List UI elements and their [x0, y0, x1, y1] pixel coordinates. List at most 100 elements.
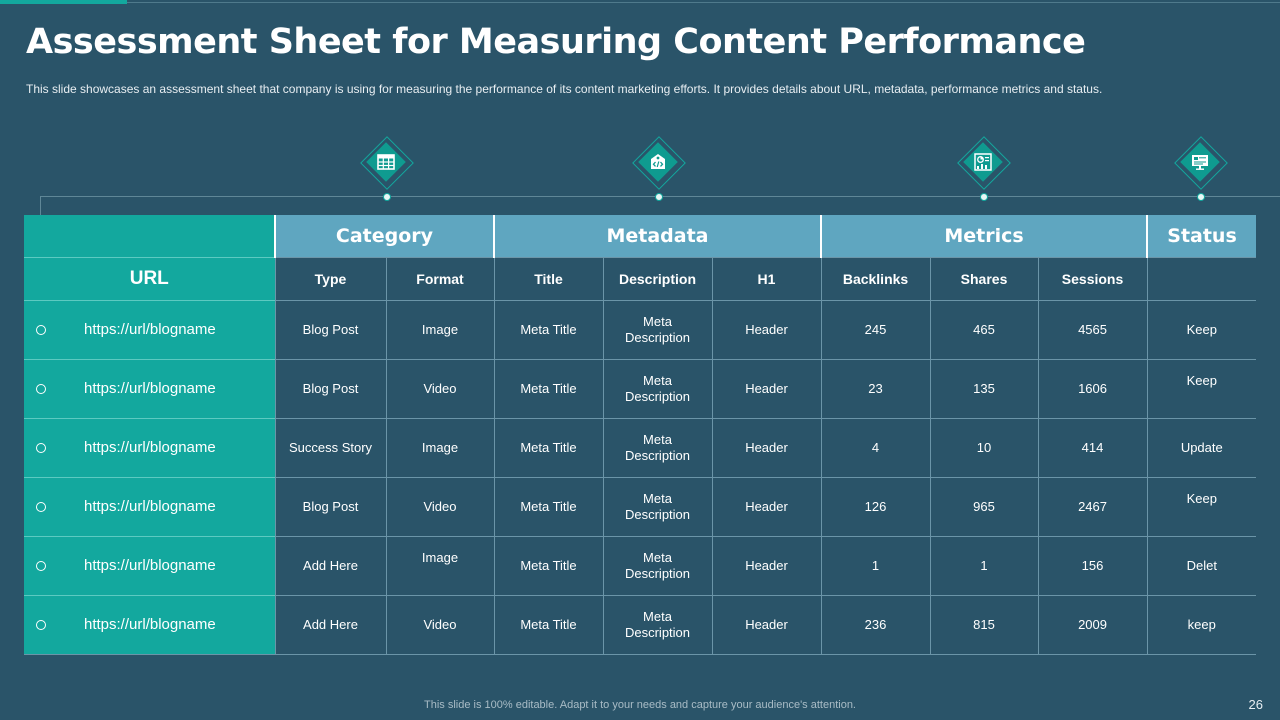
- row-bullet-icon: [36, 384, 46, 394]
- footer-note: This slide is 100% editable. Adapt it to…: [424, 699, 856, 711]
- status-column-header: [1146, 257, 1257, 301]
- format-cell: Image: [385, 300, 494, 360]
- timeline-dot: [655, 193, 663, 201]
- row-bullet-icon: [36, 561, 46, 571]
- spreadsheet-icon: [377, 154, 395, 170]
- format-cell: Video: [385, 359, 494, 419]
- url-cell: https://url/blogname: [24, 359, 275, 419]
- status-cell: Keep: [1146, 359, 1257, 419]
- page-subtitle: This slide showcases an assessment sheet…: [26, 82, 1103, 96]
- table-row: https://url/blogname Success Story Image…: [24, 418, 1257, 478]
- backlinks-cell: 4: [820, 418, 931, 478]
- table-row: https://url/blogname Blog Post Video Met…: [24, 477, 1257, 537]
- title-cell: Meta Title: [493, 300, 603, 360]
- table-row: https://url/blogname Blog Post Image Met…: [24, 300, 1257, 360]
- sessions-column-header: Sessions: [1037, 257, 1148, 301]
- row-bullet-icon: [36, 443, 46, 453]
- status-cell: keep: [1146, 595, 1257, 655]
- code-tag-icon: [651, 154, 665, 169]
- backlinks-cell: 236: [820, 595, 931, 655]
- table-row: https://url/blogname Add Here Video Meta…: [24, 595, 1257, 655]
- sessions-cell: 4565: [1037, 300, 1148, 360]
- status-icon-marker: [1174, 136, 1228, 201]
- h1-cell: Header: [711, 359, 822, 419]
- url-cell: https://url/blogname: [24, 595, 275, 655]
- h1-cell: Header: [711, 595, 822, 655]
- description-column-header: Description: [602, 257, 712, 301]
- title-cell: Meta Title: [493, 536, 603, 596]
- sessions-cell: 2467: [1037, 477, 1148, 537]
- url-cell: https://url/blogname: [24, 536, 275, 596]
- top-divider-line: [127, 2, 1280, 3]
- row-bullet-icon: [36, 620, 46, 630]
- type-cell: Blog Post: [274, 477, 386, 537]
- sessions-cell: 156: [1037, 536, 1148, 596]
- description-cell: Meta Description: [602, 536, 712, 596]
- metrics-icon-marker: [957, 136, 1011, 201]
- description-cell: Meta Description: [602, 300, 712, 360]
- h1-column-header: H1: [711, 257, 822, 301]
- format-cell: Image: [385, 418, 494, 478]
- shares-cell: 10: [929, 418, 1039, 478]
- shares-cell: 135: [929, 359, 1039, 419]
- type-cell: Success Story: [274, 418, 386, 478]
- category-group-header: Category: [274, 215, 494, 258]
- metadata-group-header: Metadata: [492, 215, 822, 258]
- url-cell: https://url/blogname: [24, 477, 275, 537]
- format-column-header: Format: [385, 257, 494, 301]
- page-title: Assessment Sheet for Measuring Content P…: [26, 22, 1086, 62]
- title-cell: Meta Title: [493, 477, 603, 537]
- url-text: https://url/blogname: [84, 557, 216, 574]
- shares-cell: 965: [929, 477, 1039, 537]
- url-text: https://url/blogname: [84, 616, 216, 633]
- format-cell: Image: [385, 536, 494, 596]
- url-text: https://url/blogname: [84, 321, 216, 338]
- top-accent-bar: [0, 0, 127, 4]
- format-cell: Video: [385, 595, 494, 655]
- title-cell: Meta Title: [493, 418, 603, 478]
- title-cell: Meta Title: [493, 359, 603, 419]
- url-column-header: URL: [24, 257, 275, 301]
- assessment-table: Category Metadata Metrics Status URL Typ…: [24, 215, 1257, 655]
- h1-cell: Header: [711, 536, 822, 596]
- type-cell: Blog Post: [274, 359, 386, 419]
- timeline-dot: [980, 193, 988, 201]
- table-row: https://url/blogname Blog Post Video Met…: [24, 359, 1257, 419]
- h1-cell: Header: [711, 477, 822, 537]
- timeline-dot: [383, 193, 391, 201]
- backlinks-cell: 1: [820, 536, 931, 596]
- shares-cell: 1: [929, 536, 1039, 596]
- timeline-dot: [1197, 193, 1205, 201]
- backlinks-column-header: Backlinks: [820, 257, 931, 301]
- url-text: https://url/blogname: [84, 439, 216, 456]
- row-bullet-icon: [36, 502, 46, 512]
- shares-cell: 815: [929, 595, 1039, 655]
- type-cell: Add Here: [274, 536, 386, 596]
- url-group-header: [24, 215, 275, 258]
- url-text: https://url/blogname: [84, 380, 216, 397]
- url-text: https://url/blogname: [84, 498, 216, 515]
- analytics-chart-icon: [974, 153, 992, 171]
- title-cell: Meta Title: [493, 595, 603, 655]
- backlinks-cell: 245: [820, 300, 931, 360]
- monitor-status-icon: [1192, 155, 1208, 170]
- table-row: https://url/blogname Add Here Image Meta…: [24, 536, 1257, 596]
- status-cell: Keep: [1146, 300, 1257, 360]
- url-cell: https://url/blogname: [24, 418, 275, 478]
- backlinks-cell: 23: [820, 359, 931, 419]
- status-cell: Update: [1146, 418, 1257, 478]
- metadata-icon-marker: [632, 136, 686, 201]
- status-group-header: Status: [1146, 215, 1257, 258]
- category-icon-marker: [360, 136, 414, 201]
- description-cell: Meta Description: [602, 418, 712, 478]
- sessions-cell: 1606: [1037, 359, 1148, 419]
- row-bullet-icon: [36, 325, 46, 335]
- metrics-group-header: Metrics: [820, 215, 1148, 258]
- format-cell: Video: [385, 477, 494, 537]
- page-number: 26: [1248, 697, 1263, 712]
- sessions-cell: 2009: [1037, 595, 1148, 655]
- description-cell: Meta Description: [602, 359, 712, 419]
- shares-cell: 465: [929, 300, 1039, 360]
- status-cell: Delet: [1146, 536, 1257, 596]
- type-cell: Add Here: [274, 595, 386, 655]
